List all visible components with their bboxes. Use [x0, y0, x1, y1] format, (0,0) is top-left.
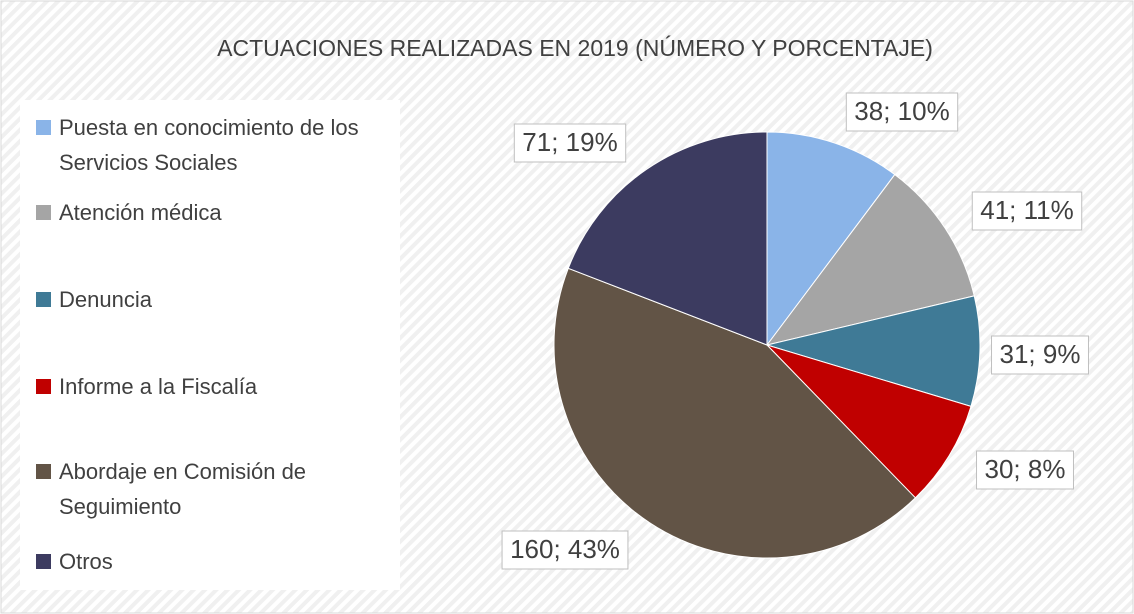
data-label-box [976, 450, 1074, 490]
pie-slice [765, 343, 972, 499]
legend-item: Informe a la Fiscalía [36, 369, 396, 404]
data-label: 38; 10% [854, 96, 949, 126]
data-label: 160; 43% [510, 534, 620, 564]
data-label: 30; 8% [985, 454, 1066, 484]
legend-label: Puesta en conocimiento de los Servicios … [59, 115, 359, 175]
legend-swatch [36, 379, 51, 394]
legend-item: Otros [36, 544, 396, 579]
legend-item: Denuncia [36, 282, 396, 317]
legend-label: Otros [59, 549, 113, 574]
legend-item: Atención médica [36, 195, 396, 230]
legend-swatch [36, 120, 51, 135]
data-label-box [513, 123, 627, 163]
legend-item: Puesta en conocimiento de los Servicios … [36, 110, 396, 180]
pie-slice [553, 267, 917, 559]
pie-slice [765, 173, 975, 346]
pie-slice [765, 295, 981, 407]
legend-label: Abordaje en Comisión de Seguimiento [59, 459, 307, 519]
chart-title: ACTUACIONES REALIZADAS EN 2019 (NÚMERO Y… [217, 35, 933, 61]
legend-label: Informe a la Fiscalía [59, 374, 258, 399]
data-label: 41; 11% [980, 195, 1073, 225]
data-label-box [845, 92, 959, 132]
legend-panel [20, 100, 400, 590]
data-label: 31; 9% [1000, 339, 1081, 369]
pie-slice [567, 131, 768, 346]
legend-label: Atención médica [59, 200, 222, 225]
legend-item: Abordaje en Comisión de Seguimiento [36, 454, 396, 524]
legend-label: Denuncia [59, 287, 152, 312]
data-label: 71; 19% [522, 127, 617, 157]
pie-slice [766, 131, 896, 347]
legend-swatch [36, 205, 51, 220]
data-label-box [991, 335, 1089, 375]
legend-swatch [36, 292, 51, 307]
legend-swatch [36, 554, 51, 569]
legend-swatch [36, 464, 51, 479]
data-label-box [971, 191, 1083, 231]
data-label-box [501, 530, 629, 570]
